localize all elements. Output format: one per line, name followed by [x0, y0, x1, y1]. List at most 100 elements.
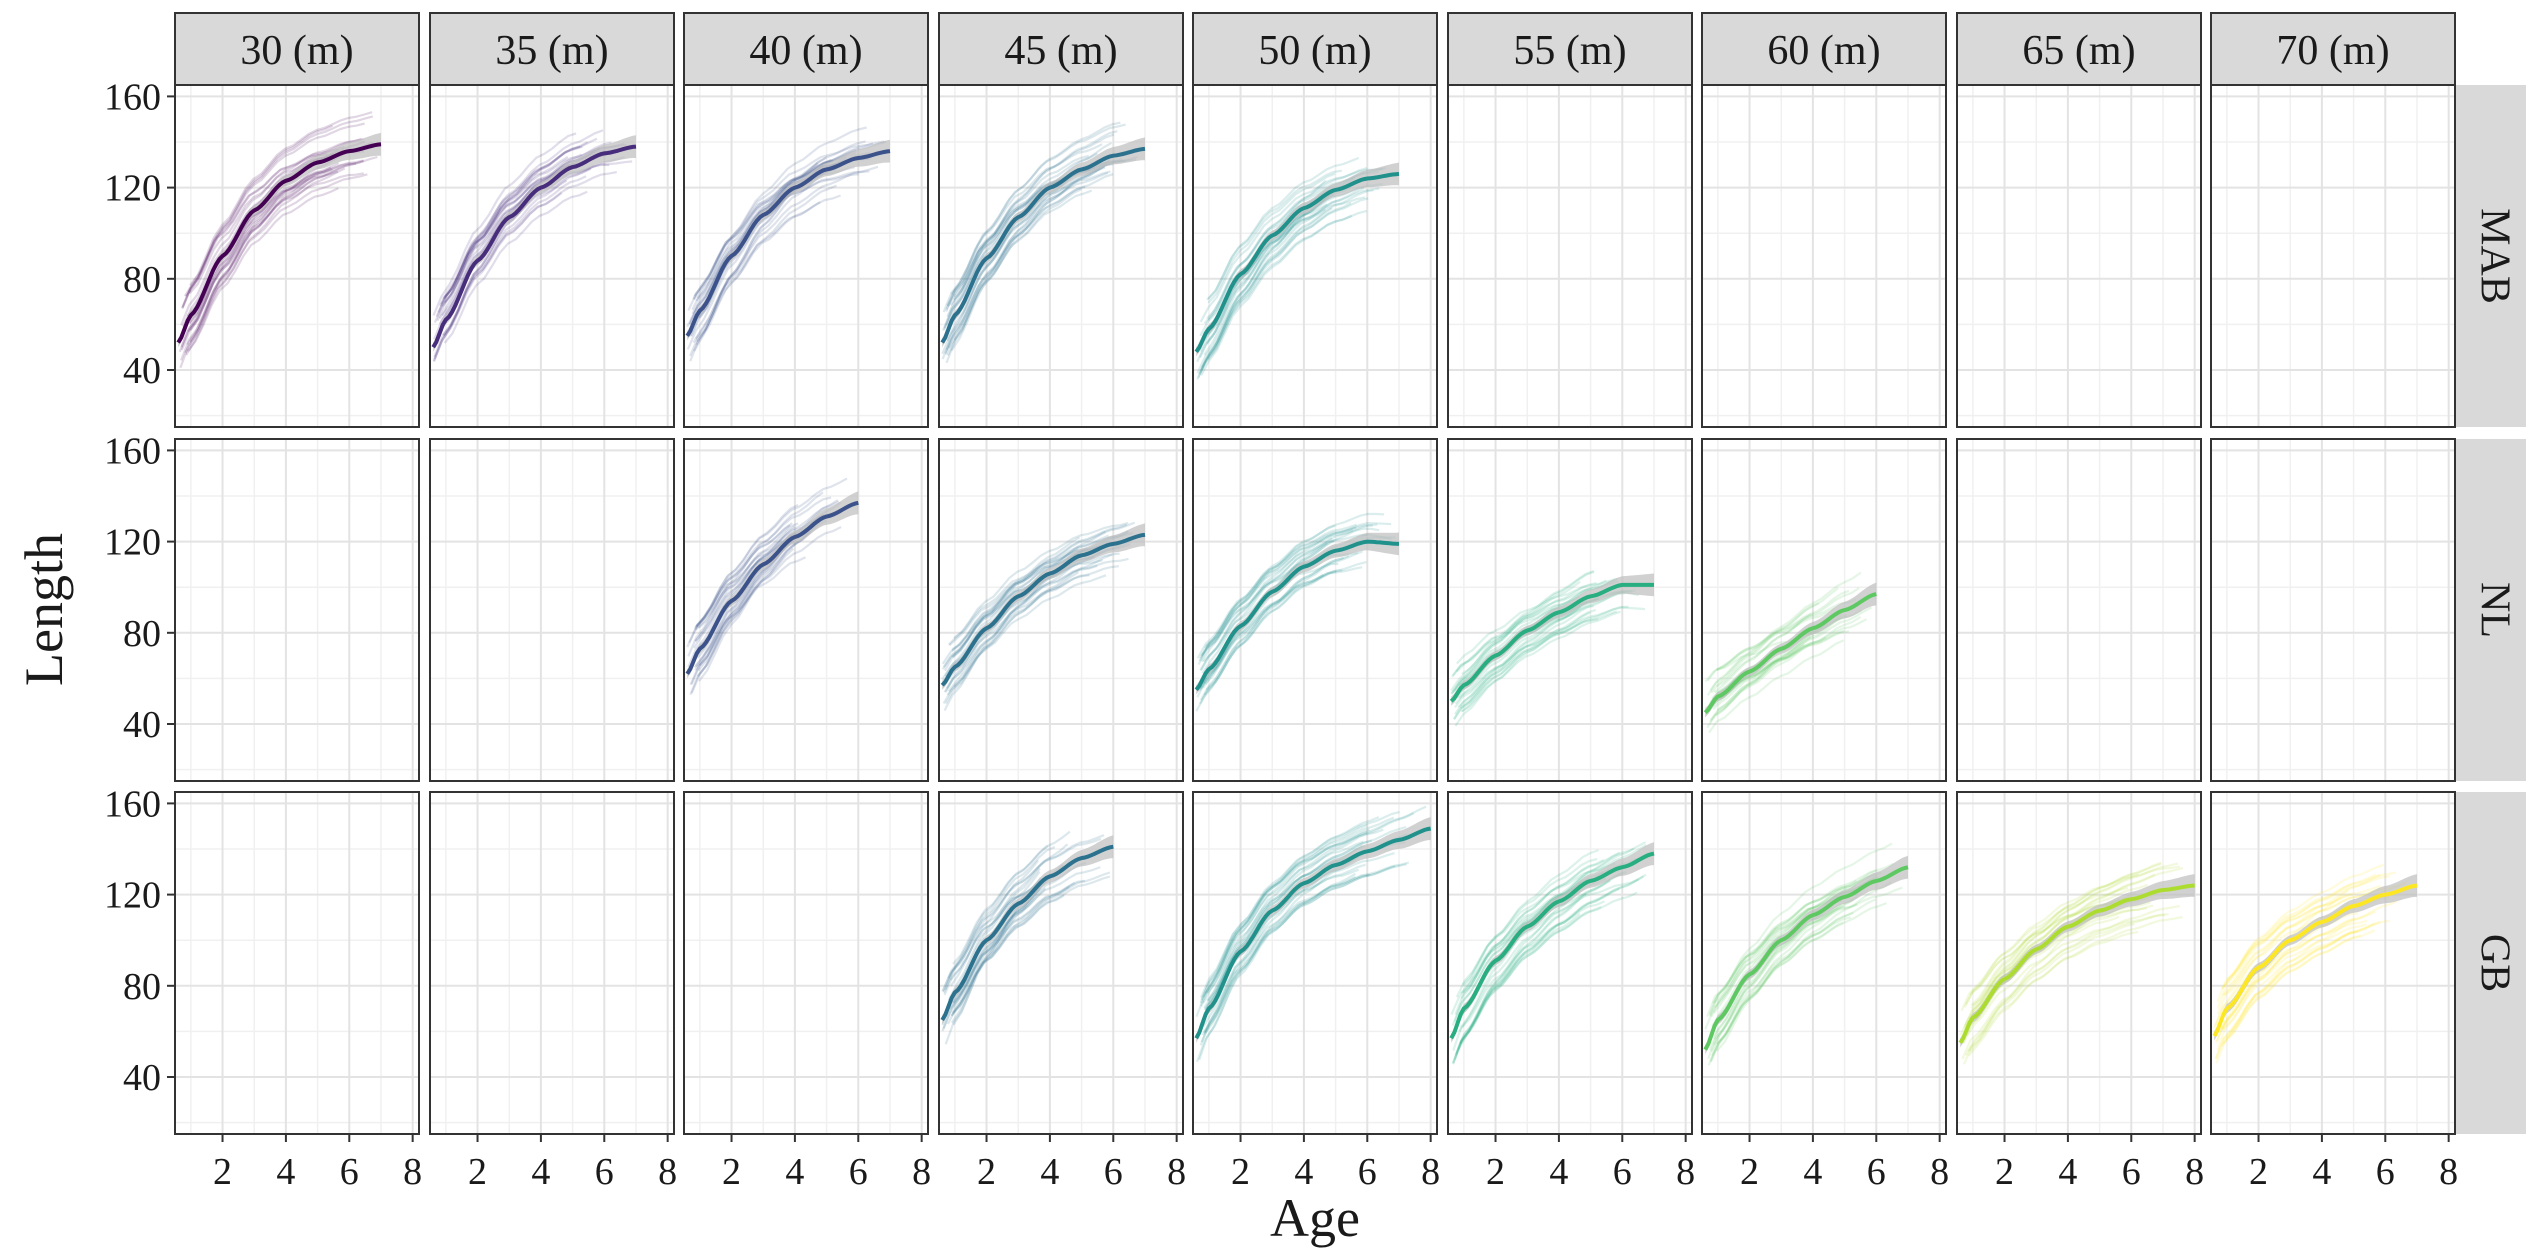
individual-trajectory [1454, 618, 1599, 705]
series-group-mab-3 [685, 126, 891, 362]
individual-trajectory [941, 887, 1047, 1032]
panel-border [683, 438, 929, 782]
mean-growth-line [1194, 171, 1400, 353]
x-tick-label: 4 [1040, 1151, 1059, 1193]
individual-trajectory [1711, 902, 1887, 1057]
mean-growth-line [940, 146, 1146, 344]
individual-trajectory [2214, 919, 2390, 1060]
x-tick-label: 6 [2122, 1151, 2141, 1193]
individual-trajectory [2216, 910, 2377, 1042]
strip-background [174, 12, 420, 86]
x-tick-label: 8 [1676, 1151, 1695, 1193]
individual-trajectory [1967, 915, 2183, 1057]
x-tick-label: 6 [595, 1151, 614, 1193]
series-group-nl-4 [940, 521, 1146, 711]
panel-mab-9 [2211, 85, 2455, 427]
individual-trajectory [1455, 871, 1624, 1055]
individual-trajectory [1706, 616, 1843, 729]
mean-growth-line [431, 144, 637, 349]
panel-nl-4 [939, 439, 1183, 781]
x-axis-title: Age [1270, 1188, 1360, 1248]
x-tick-label: 2 [1995, 1151, 2014, 1193]
x-tick-label: 6 [1358, 1151, 1377, 1193]
individual-trajectory [433, 171, 618, 360]
panel-border [429, 791, 675, 1135]
individual-trajectory [1709, 633, 1815, 721]
individual-trajectory [1457, 610, 1618, 708]
individual-trajectory [945, 173, 1114, 351]
individual-trajectory [694, 522, 799, 643]
individual-trajectory [180, 168, 333, 351]
x-tick-label: 2 [722, 1151, 741, 1193]
individual-trajectory [945, 165, 1106, 356]
x-tick-label: 2 [1231, 1151, 1250, 1193]
series-group-mab-2 [431, 129, 637, 362]
panel-background [1957, 85, 2201, 427]
individual-trajectory [1454, 873, 1647, 1056]
individual-trajectory [1713, 589, 1850, 693]
individual-trajectory [2216, 863, 2385, 1003]
individual-trajectory [2214, 923, 2367, 1044]
individual-trajectory [1715, 612, 1812, 671]
x-tick-label: 4 [276, 1151, 295, 1193]
individual-trajectory [947, 843, 1069, 1001]
individual-trajectory [183, 152, 328, 297]
individual-trajectory [2220, 920, 2381, 1047]
individual-trajectory [437, 137, 598, 313]
individual-trajectory [1966, 914, 2166, 1037]
individual-trajectory [1199, 524, 1336, 659]
individual-trajectory [1451, 580, 1619, 678]
individual-trajectory [694, 524, 791, 630]
mean-growth-line [176, 142, 382, 344]
individual-trajectory [951, 521, 1136, 659]
individual-trajectory [941, 879, 1086, 1026]
individual-trajectory [1709, 615, 1862, 723]
individual-trajectory [946, 133, 1115, 318]
individual-trajectory [1195, 872, 1356, 1063]
column-strip-2: 35 (m) [429, 12, 675, 86]
individual-trajectory [946, 574, 1090, 683]
panel-gb-4 [939, 792, 1183, 1134]
individual-trajectory [951, 523, 1128, 658]
individual-trajectory [1704, 598, 1857, 683]
individual-trajectory [1199, 556, 1344, 701]
individual-trajectory [1198, 189, 1374, 375]
strip-background [2456, 85, 2526, 427]
column-strip-7: 60 (m) [1701, 12, 1947, 86]
individual-trajectory [1709, 571, 1862, 692]
individual-trajectory [1200, 214, 1353, 376]
individual-trajectory [1460, 900, 1605, 1028]
panel-gb-7 [1702, 792, 1946, 1134]
individual-trajectory [1454, 606, 1646, 709]
individual-trajectory [950, 123, 1126, 296]
individual-trajectory [953, 188, 1082, 341]
individual-trajectory [1963, 873, 2156, 1034]
individual-trajectory [688, 522, 793, 644]
x-tick-label: 2 [977, 1151, 996, 1193]
row-strips: MAB NL GB [2456, 85, 2526, 1134]
individual-trajectory [1451, 913, 1581, 1064]
individual-trajectory [1459, 870, 1628, 1045]
panel-mab-7 [1702, 85, 1946, 427]
individual-trajectory [1713, 903, 1842, 1037]
individual-trajectory [945, 121, 1121, 312]
confidence-ribbon [178, 132, 381, 348]
individual-trajectory [1203, 805, 1427, 1009]
panel-nl-8 [1957, 439, 2201, 781]
individual-trajectory [2221, 885, 2382, 990]
y-axis-tick-labels: 40 80 120 160 40 80 120 160 40 80 120 160 [104, 76, 175, 1099]
individual-trajectory [946, 574, 1107, 696]
column-strip-5: 50 (m) [1192, 12, 1438, 86]
x-tick-label: 8 [658, 1151, 677, 1193]
panel-border [1447, 791, 1693, 1135]
individual-trajectory [1200, 521, 1392, 671]
individual-trajectory [1195, 550, 1364, 712]
individual-trajectory [1454, 611, 1591, 727]
panel-background [1702, 85, 1946, 427]
individual-trajectory [1201, 861, 1410, 1036]
panel-background [2211, 85, 2455, 427]
individual-trajectory [1458, 879, 1611, 1032]
mean-growth-line [1703, 865, 1909, 1051]
x-tick-label: 2 [2249, 1151, 2268, 1193]
x-tick-label: 8 [403, 1151, 422, 1193]
